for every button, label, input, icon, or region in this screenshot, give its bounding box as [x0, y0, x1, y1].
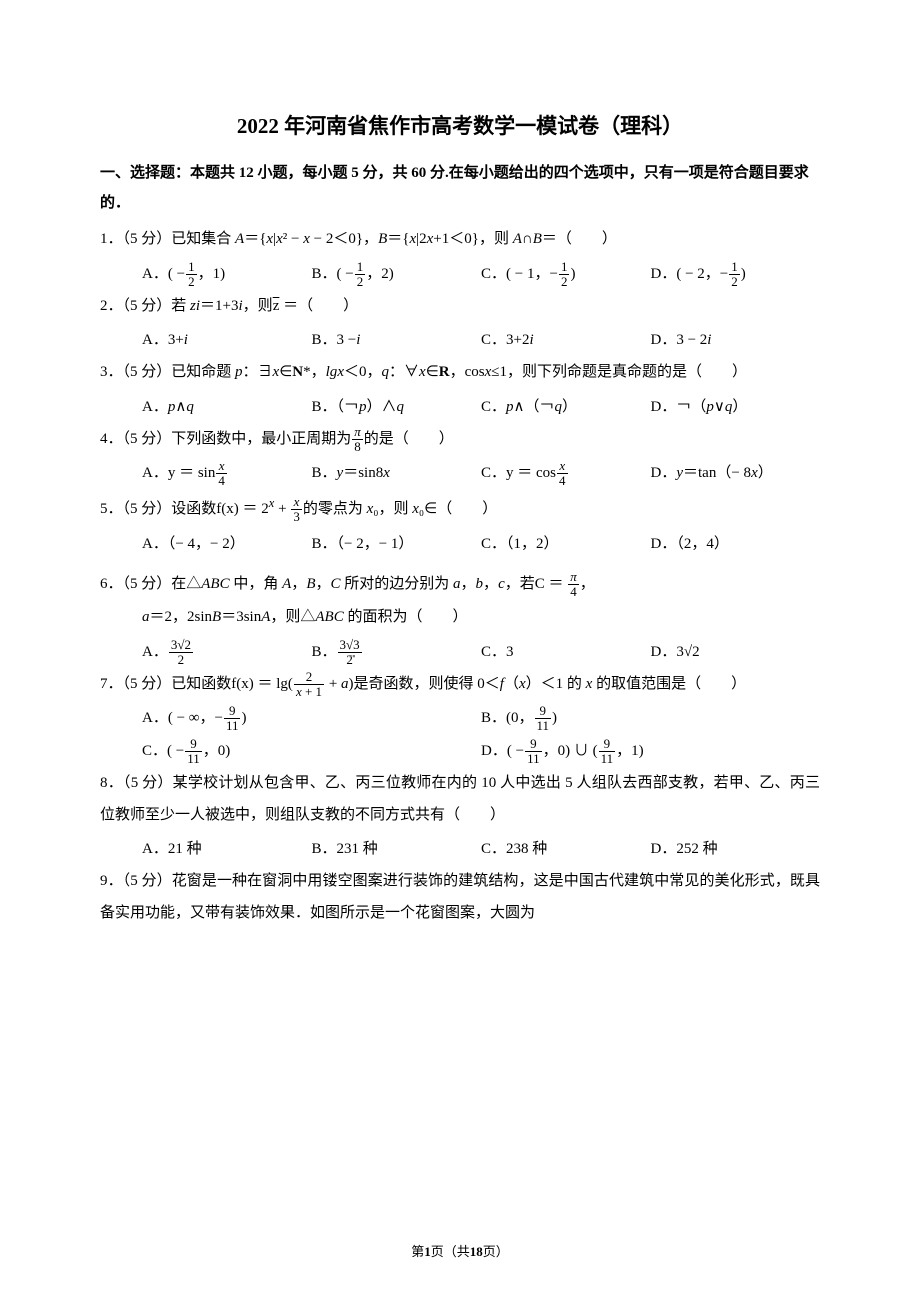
q8-opt-b: B．231 种 [312, 833, 482, 866]
question-6-line2: a＝2，2sinB＝3sinA，则△ABC 的面积为（ ） [100, 602, 820, 634]
q7-options: A．( − ∞，− 911) B．(0，911) C．( − 911，0) D．… [100, 702, 820, 768]
q4-options: A．y ＝ sinx4 B．y＝sin8x C．y ＝ cosx4 D．y＝ta… [100, 457, 820, 490]
q2-opt-c: C．3+2i [481, 324, 651, 357]
q8-opt-d: D．252 种 [651, 833, 821, 866]
section-1-heading: 一、选择题：本题共 12 小题，每小题 5 分，共 60 分.在每小题给出的四个… [100, 158, 820, 218]
q3-opt-c: C．p∧（￢q） [481, 391, 651, 424]
q3-opt-a: A．p∧q [142, 391, 312, 424]
question-8: 8．（5 分）某学校计划从包含甲、乙、丙三位教师在内的 10 人中选出 5 人组… [100, 768, 820, 831]
q8-opt-c: C．238 种 [481, 833, 651, 866]
question-3: 3．（5 分）已知命题 p：∃x∈N*，lgx＜0，q：∀x∈R，cosx≤1，… [100, 357, 820, 389]
q1-opt-d: D．( − 2，− 12) [651, 258, 821, 291]
q3-opt-b: B．（￢p）∧q [312, 391, 482, 424]
q3-options: A．p∧q B．（￢p）∧q C．p∧（￢q） D．￢（p∨q） [100, 391, 820, 424]
question-1: 1．（5 分）已知集合 A＝{x|x² − x − 2＜0}，B＝{x|2x+1… [100, 224, 820, 256]
q5-opt-a: A．（− 4，− 2） [142, 528, 312, 561]
q7-opt-c: C．( − 911，0) [142, 735, 481, 768]
center-mark-icon: ▪▪ [349, 651, 355, 661]
q5-opt-d: D．（2，4） [651, 528, 821, 561]
q6-opt-c: C．3 [481, 636, 651, 669]
question-7: 7．（5 分）已知函数f(x) ＝ lg(2x + 1 + a)是奇函数，则使得… [100, 669, 820, 701]
q1-opt-b: B．( − 12，2) [312, 258, 482, 291]
q8-opt-a: A．21 种 [142, 833, 312, 866]
q5-opt-b: B．（− 2，− 1） [312, 528, 482, 561]
question-4: 4．（5 分）下列函数中，最小正周期为π8的是（ ） [100, 424, 820, 456]
q2-opt-d: D．3 − 2i [651, 324, 821, 357]
q4-opt-b: B．y＝sin8x [312, 457, 482, 490]
question-9: 9．（5 分）花窗是一种在窗洞中用镂空图案进行装饰的建筑结构，这是中国古代建筑中… [100, 866, 820, 929]
exam-page: 2022 年河南省焦作市高考数学一模试卷（理科） 一、选择题：本题共 12 小题… [0, 0, 920, 1302]
q4-opt-a: A．y ＝ sinx4 [142, 457, 312, 490]
q6-opt-a: A．3√22 [142, 636, 312, 669]
q2-opt-a: A．3+i [142, 324, 312, 357]
q1-options: A．( − 12，1) B．( − 12，2) C．( − 1，− 12) D．… [100, 258, 820, 291]
q6-options: A．3√22 B．3√32 C．3 D．3√2 [100, 636, 820, 669]
q7-opt-a: A．( − ∞，− 911) [142, 702, 481, 735]
q5-options: A．（− 4，− 2） B．（− 2，− 1） C．（1，2） D．（2，4） [100, 528, 820, 561]
q6-opt-d: D．3√2 [651, 636, 821, 669]
q1-opt-a: A．( − 12，1) [142, 258, 312, 291]
question-5: 5．（5 分）设函数f(x) ＝ 2x + x3的零点为 x₀，则 x₀∈（ ） [100, 490, 820, 526]
q5-opt-c: C．（1，2） [481, 528, 651, 561]
page-footer: 第1页（共18页） [0, 1241, 920, 1260]
q7-opt-b: B．(0，911) [481, 702, 820, 735]
q2-options: A．3+i B．3 − i C．3+2i D．3 − 2i [100, 324, 820, 357]
question-6: 6．（5 分）在△ABC 中，角 A，B，C 所对的边分别为 a，b，c，若C … [100, 569, 820, 601]
q4-opt-d: D．y＝tan（− 8x） [651, 457, 821, 490]
q7-opt-d: D．( − 911，0) ∪ (911，1) [481, 735, 820, 768]
question-2: 2．（5 分）若 zi＝1+3i，则z ＝（ ） [100, 291, 820, 323]
q4-opt-c: C．y ＝ cosx4 [481, 457, 651, 490]
q1-stem: 1．（5 分）已知集合 A＝{x|x² − x − 2＜0}，B＝{x|2x+1… [100, 224, 820, 256]
q8-options: A．21 种 B．231 种 C．238 种 D．252 种 [100, 833, 820, 866]
q6-opt-b: B．3√32 [312, 636, 482, 669]
q3-opt-d: D．￢（p∨q） [651, 391, 821, 424]
q1-opt-c: C．( − 1，− 12) [481, 258, 651, 291]
exam-title: 2022 年河南省焦作市高考数学一模试卷（理科） [100, 110, 820, 140]
q2-opt-b: B．3 − i [312, 324, 482, 357]
